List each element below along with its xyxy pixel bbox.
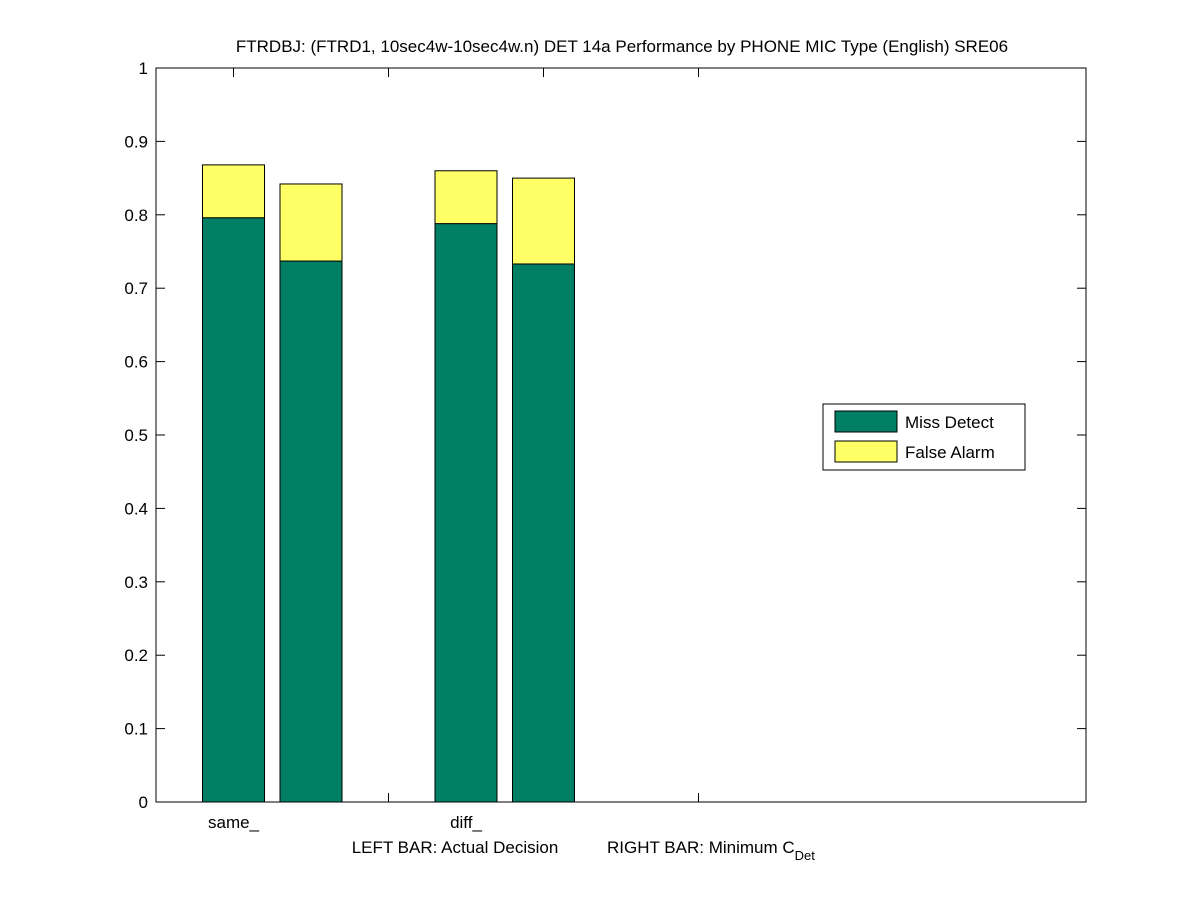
y-tick-label: 0.1 xyxy=(124,720,148,739)
bar-segment-false-alarm xyxy=(434,170,498,225)
legend-swatch-miss-detect xyxy=(834,410,898,433)
y-tick-label: 0.2 xyxy=(124,646,148,665)
category-label: diff_ xyxy=(450,813,482,832)
bar-segment-miss-detect xyxy=(202,217,265,803)
bar-segment-false-alarm xyxy=(512,177,575,265)
y-tick-label: 0.9 xyxy=(124,132,148,151)
y-tick-label: 0 xyxy=(139,793,148,812)
y-tick-label: 0.6 xyxy=(124,353,148,372)
bar-segment-false-alarm xyxy=(202,164,265,219)
y-tick-label: 0.7 xyxy=(124,279,148,298)
chart-title: FTRDBJ: (FTRD1, 10sec4w-10sec4w.n) DET 1… xyxy=(236,37,1008,56)
xlabel-right: RIGHT BAR: Minimum CDet xyxy=(607,838,815,863)
legend-label-miss-detect: Miss Detect xyxy=(905,413,994,432)
bar-segment-miss-detect xyxy=(434,223,498,803)
xlabel-right-subscript: Det xyxy=(795,848,816,863)
legend-swatch-false-alarm xyxy=(834,440,898,463)
category-labels: same_ diff_ xyxy=(208,813,482,832)
y-tick-label: 0.5 xyxy=(124,426,148,445)
y-axis: 0 0.1 0.2 0.3 0.4 0.5 0.6 0.7 0.8 0.9 1 xyxy=(124,59,1086,812)
legend-label-false-alarm: False Alarm xyxy=(905,443,995,462)
y-tick-label: 0.4 xyxy=(124,499,148,518)
legend: Miss Detect False Alarm xyxy=(822,403,1026,471)
y-tick-label: 0.3 xyxy=(124,573,148,592)
bar-segment-false-alarm xyxy=(279,183,343,262)
xlabel-right-main: RIGHT BAR: Minimum C xyxy=(607,838,795,857)
y-tick-label: 0.8 xyxy=(124,206,148,225)
bar-segment-miss-detect xyxy=(279,260,343,803)
y-tick-label: 1 xyxy=(139,59,148,78)
xlabel-left: LEFT BAR: Actual Decision xyxy=(352,838,559,857)
category-label: same_ xyxy=(208,813,260,832)
bar-series-group xyxy=(202,164,575,803)
bar-segment-miss-detect xyxy=(512,263,575,803)
